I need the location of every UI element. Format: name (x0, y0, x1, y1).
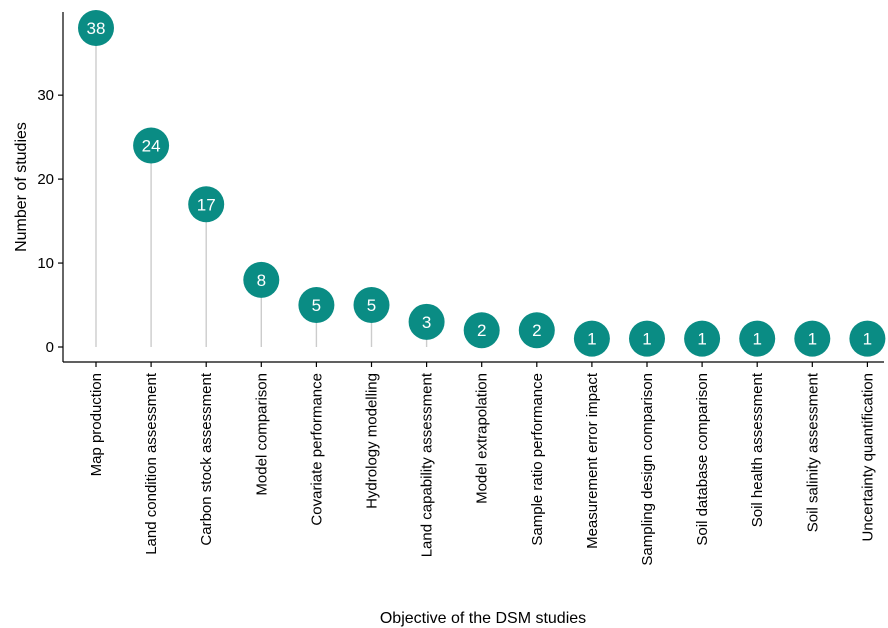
value-label: 2 (477, 321, 486, 340)
value-label: 1 (642, 330, 651, 349)
y-tick-label: 10 (37, 255, 54, 272)
point-10 (573, 320, 610, 357)
point-9 (518, 312, 555, 349)
x-tick-label: Land capability assessment (419, 372, 436, 557)
point-4 (243, 261, 280, 298)
value-label: 5 (312, 296, 321, 315)
point-14 (794, 320, 831, 357)
point-7 (408, 303, 445, 340)
point-13 (739, 320, 776, 357)
point-8 (463, 312, 500, 349)
value-label: 1 (752, 330, 761, 349)
value-label: 8 (257, 271, 266, 290)
x-tick-label: Soil database comparison (694, 373, 711, 546)
value-label: 2 (532, 321, 541, 340)
x-tick-label: Uncertainty quantification (859, 373, 876, 541)
x-tick-label: Sampling design comparison (639, 373, 656, 566)
point-2 (133, 127, 170, 164)
value-label: 1 (863, 330, 872, 349)
value-label: 3 (422, 313, 431, 332)
x-tick-label: Model comparison (253, 373, 270, 496)
value-label: 1 (697, 330, 706, 349)
value-label: 1 (587, 330, 596, 349)
x-tick-label: Sample ratio performance (529, 373, 546, 546)
value-label: 24 (142, 137, 161, 156)
points-layer: 38 24 17 8 5 5 3 2 2 1 1 1 1 1 1 (78, 10, 886, 357)
x-axis-title: Objective of the DSM studies (380, 610, 586, 627)
x-tick-label: Soil health assessment (749, 372, 766, 527)
y-tick-label: 30 (37, 87, 54, 104)
point-11 (629, 320, 665, 357)
point-3 (188, 186, 225, 223)
x-tick-label: Map production (88, 373, 105, 476)
x-tick-label: Carbon stock assessment (198, 372, 215, 545)
point-15 (849, 320, 886, 357)
point-12 (684, 320, 721, 357)
point-1 (78, 10, 114, 46)
y-tick-label: 0 (46, 339, 54, 356)
x-tick-label: Covariate performance (308, 373, 325, 526)
value-label: 5 (367, 296, 376, 315)
x-ticks-layer: Map production Land condition assessment C… (88, 362, 876, 566)
y-ticks-layer: 0 10 20 30 (37, 87, 63, 356)
x-tick-label: Model extrapolation (474, 373, 491, 504)
value-label: 17 (197, 195, 216, 214)
y-tick-label: 20 (37, 171, 54, 188)
y-axis-title: Number of studies (13, 122, 30, 252)
x-tick-label: Soil salinity assessment (804, 372, 821, 532)
point-6 (353, 287, 390, 324)
value-label: 1 (808, 330, 817, 349)
x-tick-label: Measurement error impact (584, 372, 601, 549)
value-label: 38 (87, 19, 106, 38)
point-5 (298, 287, 335, 324)
axes-layer (62, 12, 884, 363)
x-tick-label: Land condition assessment (143, 372, 160, 555)
x-tick-label: Hydrology modelling (364, 373, 381, 509)
